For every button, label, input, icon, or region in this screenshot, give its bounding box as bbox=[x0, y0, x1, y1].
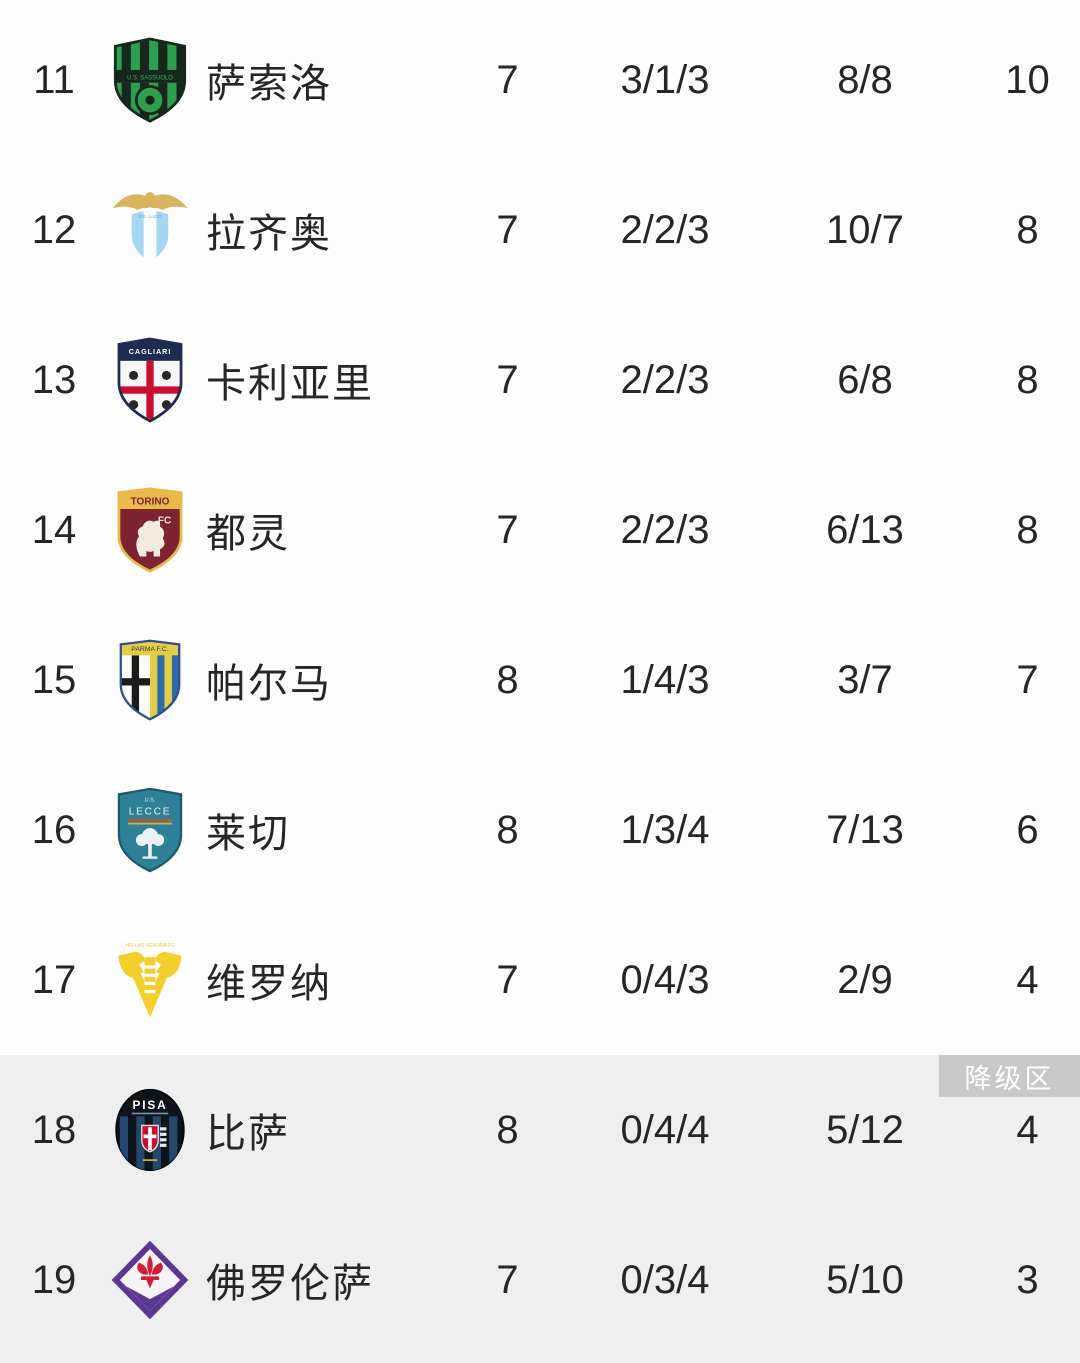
matches-played: 8 bbox=[496, 657, 519, 702]
svg-text:LECCE: LECCE bbox=[129, 806, 172, 817]
svg-text:HELLAS VERONA FC: HELLAS VERONA FC bbox=[125, 943, 175, 949]
verona-crest-icon: HELLAS VERONA FC bbox=[108, 930, 192, 1030]
points: 8 bbox=[1016, 357, 1039, 402]
matches-played: 7 bbox=[496, 957, 519, 1002]
table-row[interactable]: 13 CAGLIARI 卡利亚里 7 2/2/3 6/8 8 bbox=[0, 305, 1080, 455]
rank-number: 11 bbox=[33, 57, 75, 102]
rank-number: 12 bbox=[31, 207, 77, 252]
goals-for-against: 8/8 bbox=[837, 57, 893, 102]
team-name: 都灵 bbox=[206, 512, 290, 556]
win-draw-loss: 2/2/3 bbox=[620, 357, 710, 402]
matches-played: 7 bbox=[496, 507, 519, 552]
rank-number: 18 bbox=[31, 1107, 77, 1152]
table-row[interactable]: 18 PISA 比萨 8 0/4/4 5/12 4 bbox=[0, 1055, 1080, 1205]
win-draw-loss: 1/4/3 bbox=[620, 657, 710, 702]
lazio-crest-icon: S.S. LAZIO bbox=[108, 180, 192, 280]
matches-played: 7 bbox=[496, 1257, 519, 1302]
rank-number: 14 bbox=[31, 507, 77, 552]
team-name: 萨索洛 bbox=[206, 62, 332, 106]
pisa-crest-icon: PISA bbox=[108, 1080, 192, 1180]
table-row[interactable]: 17 HELLAS VERONA FC 维罗纳 7 0/4/3 2/9 4 bbox=[0, 905, 1080, 1055]
rank-number: 17 bbox=[31, 957, 77, 1002]
points: 8 bbox=[1016, 207, 1039, 252]
parma-crest-icon: PARMA F.C. bbox=[108, 630, 192, 730]
win-draw-loss: 0/4/4 bbox=[620, 1107, 710, 1152]
team-name: 比萨 bbox=[206, 1112, 290, 1156]
rank-number: 15 bbox=[31, 657, 77, 702]
svg-text:U.S. SASSUOLO: U.S. SASSUOLO bbox=[127, 76, 173, 82]
team-name: 维罗纳 bbox=[206, 962, 332, 1006]
points: 10 bbox=[1005, 57, 1050, 102]
cagliari-crest-icon: CAGLIARI bbox=[108, 330, 192, 430]
table-row[interactable]: 11 U.S. SASSUOLO 萨索洛 7 3/1/3 8/8 10 bbox=[0, 5, 1080, 155]
goals-for-against: 7/13 bbox=[826, 807, 904, 852]
table-row[interactable]: 16 U.S. LECCE 莱切 8 1/3/4 7/13 6 bbox=[0, 755, 1080, 905]
points: 4 bbox=[1016, 1107, 1039, 1152]
team-name: 卡利亚里 bbox=[206, 362, 374, 406]
goals-for-against: 5/12 bbox=[826, 1107, 904, 1152]
standings-section: 11 U.S. SASSUOLO 萨索洛 7 3/1/3 8/8 10 12 bbox=[0, 5, 1080, 1055]
matches-played: 8 bbox=[496, 1107, 519, 1152]
goals-for-against: 6/8 bbox=[837, 357, 893, 402]
matches-played: 7 bbox=[496, 207, 519, 252]
team-name: 莱切 bbox=[206, 812, 290, 856]
table-row[interactable]: 19 佛罗伦萨 7 0/3/4 5/10 3 bbox=[0, 1205, 1080, 1355]
table-row[interactable]: 14 TORINO FC 都灵 7 2/2/3 6/13 8 bbox=[0, 455, 1080, 605]
lecce-crest-icon: U.S. LECCE bbox=[108, 780, 192, 880]
goals-for-against: 2/9 bbox=[837, 957, 893, 1002]
points: 6 bbox=[1016, 807, 1039, 852]
svg-text:PARMA F.C.: PARMA F.C. bbox=[131, 646, 169, 653]
svg-text:S.S. LAZIO: S.S. LAZIO bbox=[139, 214, 162, 219]
win-draw-loss: 0/4/3 bbox=[620, 957, 710, 1002]
win-draw-loss: 2/2/3 bbox=[620, 207, 710, 252]
points: 7 bbox=[1016, 657, 1039, 702]
rank-number: 19 bbox=[31, 1257, 77, 1302]
sassuolo-crest-icon: U.S. SASSUOLO bbox=[108, 30, 192, 130]
svg-text:PISA: PISA bbox=[133, 1098, 168, 1112]
torino-crest-icon: TORINO FC bbox=[108, 480, 192, 580]
win-draw-loss: 3/1/3 bbox=[620, 57, 710, 102]
relegation-zone-section: 降级区 18 PISA 比萨 8 0/4/4 5/12 4 19 bbox=[0, 1055, 1080, 1363]
table-row[interactable]: 15 PARMA F.C. 帕尔马 8 1/4/3 3/7 7 bbox=[0, 605, 1080, 755]
rank-number: 16 bbox=[31, 807, 77, 852]
svg-text:TORINO: TORINO bbox=[131, 496, 170, 507]
rank-number: 13 bbox=[31, 357, 77, 402]
points: 8 bbox=[1016, 507, 1039, 552]
fiorentina-crest-icon bbox=[108, 1230, 192, 1330]
win-draw-loss: 1/3/4 bbox=[620, 807, 710, 852]
win-draw-loss: 0/3/4 bbox=[620, 1257, 710, 1302]
win-draw-loss: 2/2/3 bbox=[620, 507, 710, 552]
matches-played: 8 bbox=[496, 807, 519, 852]
goals-for-against: 6/13 bbox=[826, 507, 904, 552]
team-name: 佛罗伦萨 bbox=[206, 1262, 374, 1306]
svg-text:CAGLIARI: CAGLIARI bbox=[129, 347, 172, 356]
points: 4 bbox=[1016, 957, 1039, 1002]
svg-text:U.S.: U.S. bbox=[145, 798, 156, 804]
matches-played: 7 bbox=[496, 357, 519, 402]
team-name: 帕尔马 bbox=[206, 662, 332, 706]
matches-played: 7 bbox=[496, 57, 519, 102]
relegation-zone-badge: 降级区 bbox=[939, 1055, 1080, 1097]
points: 3 bbox=[1016, 1257, 1039, 1302]
table-row[interactable]: 12 S.S. LAZIO 拉齐奥 7 2/2/3 10/7 8 bbox=[0, 155, 1080, 305]
goals-for-against: 3/7 bbox=[837, 657, 893, 702]
goals-for-against: 10/7 bbox=[826, 207, 904, 252]
svg-text:FC: FC bbox=[158, 516, 171, 527]
goals-for-against: 5/10 bbox=[826, 1257, 904, 1302]
team-name: 拉齐奥 bbox=[206, 212, 332, 256]
